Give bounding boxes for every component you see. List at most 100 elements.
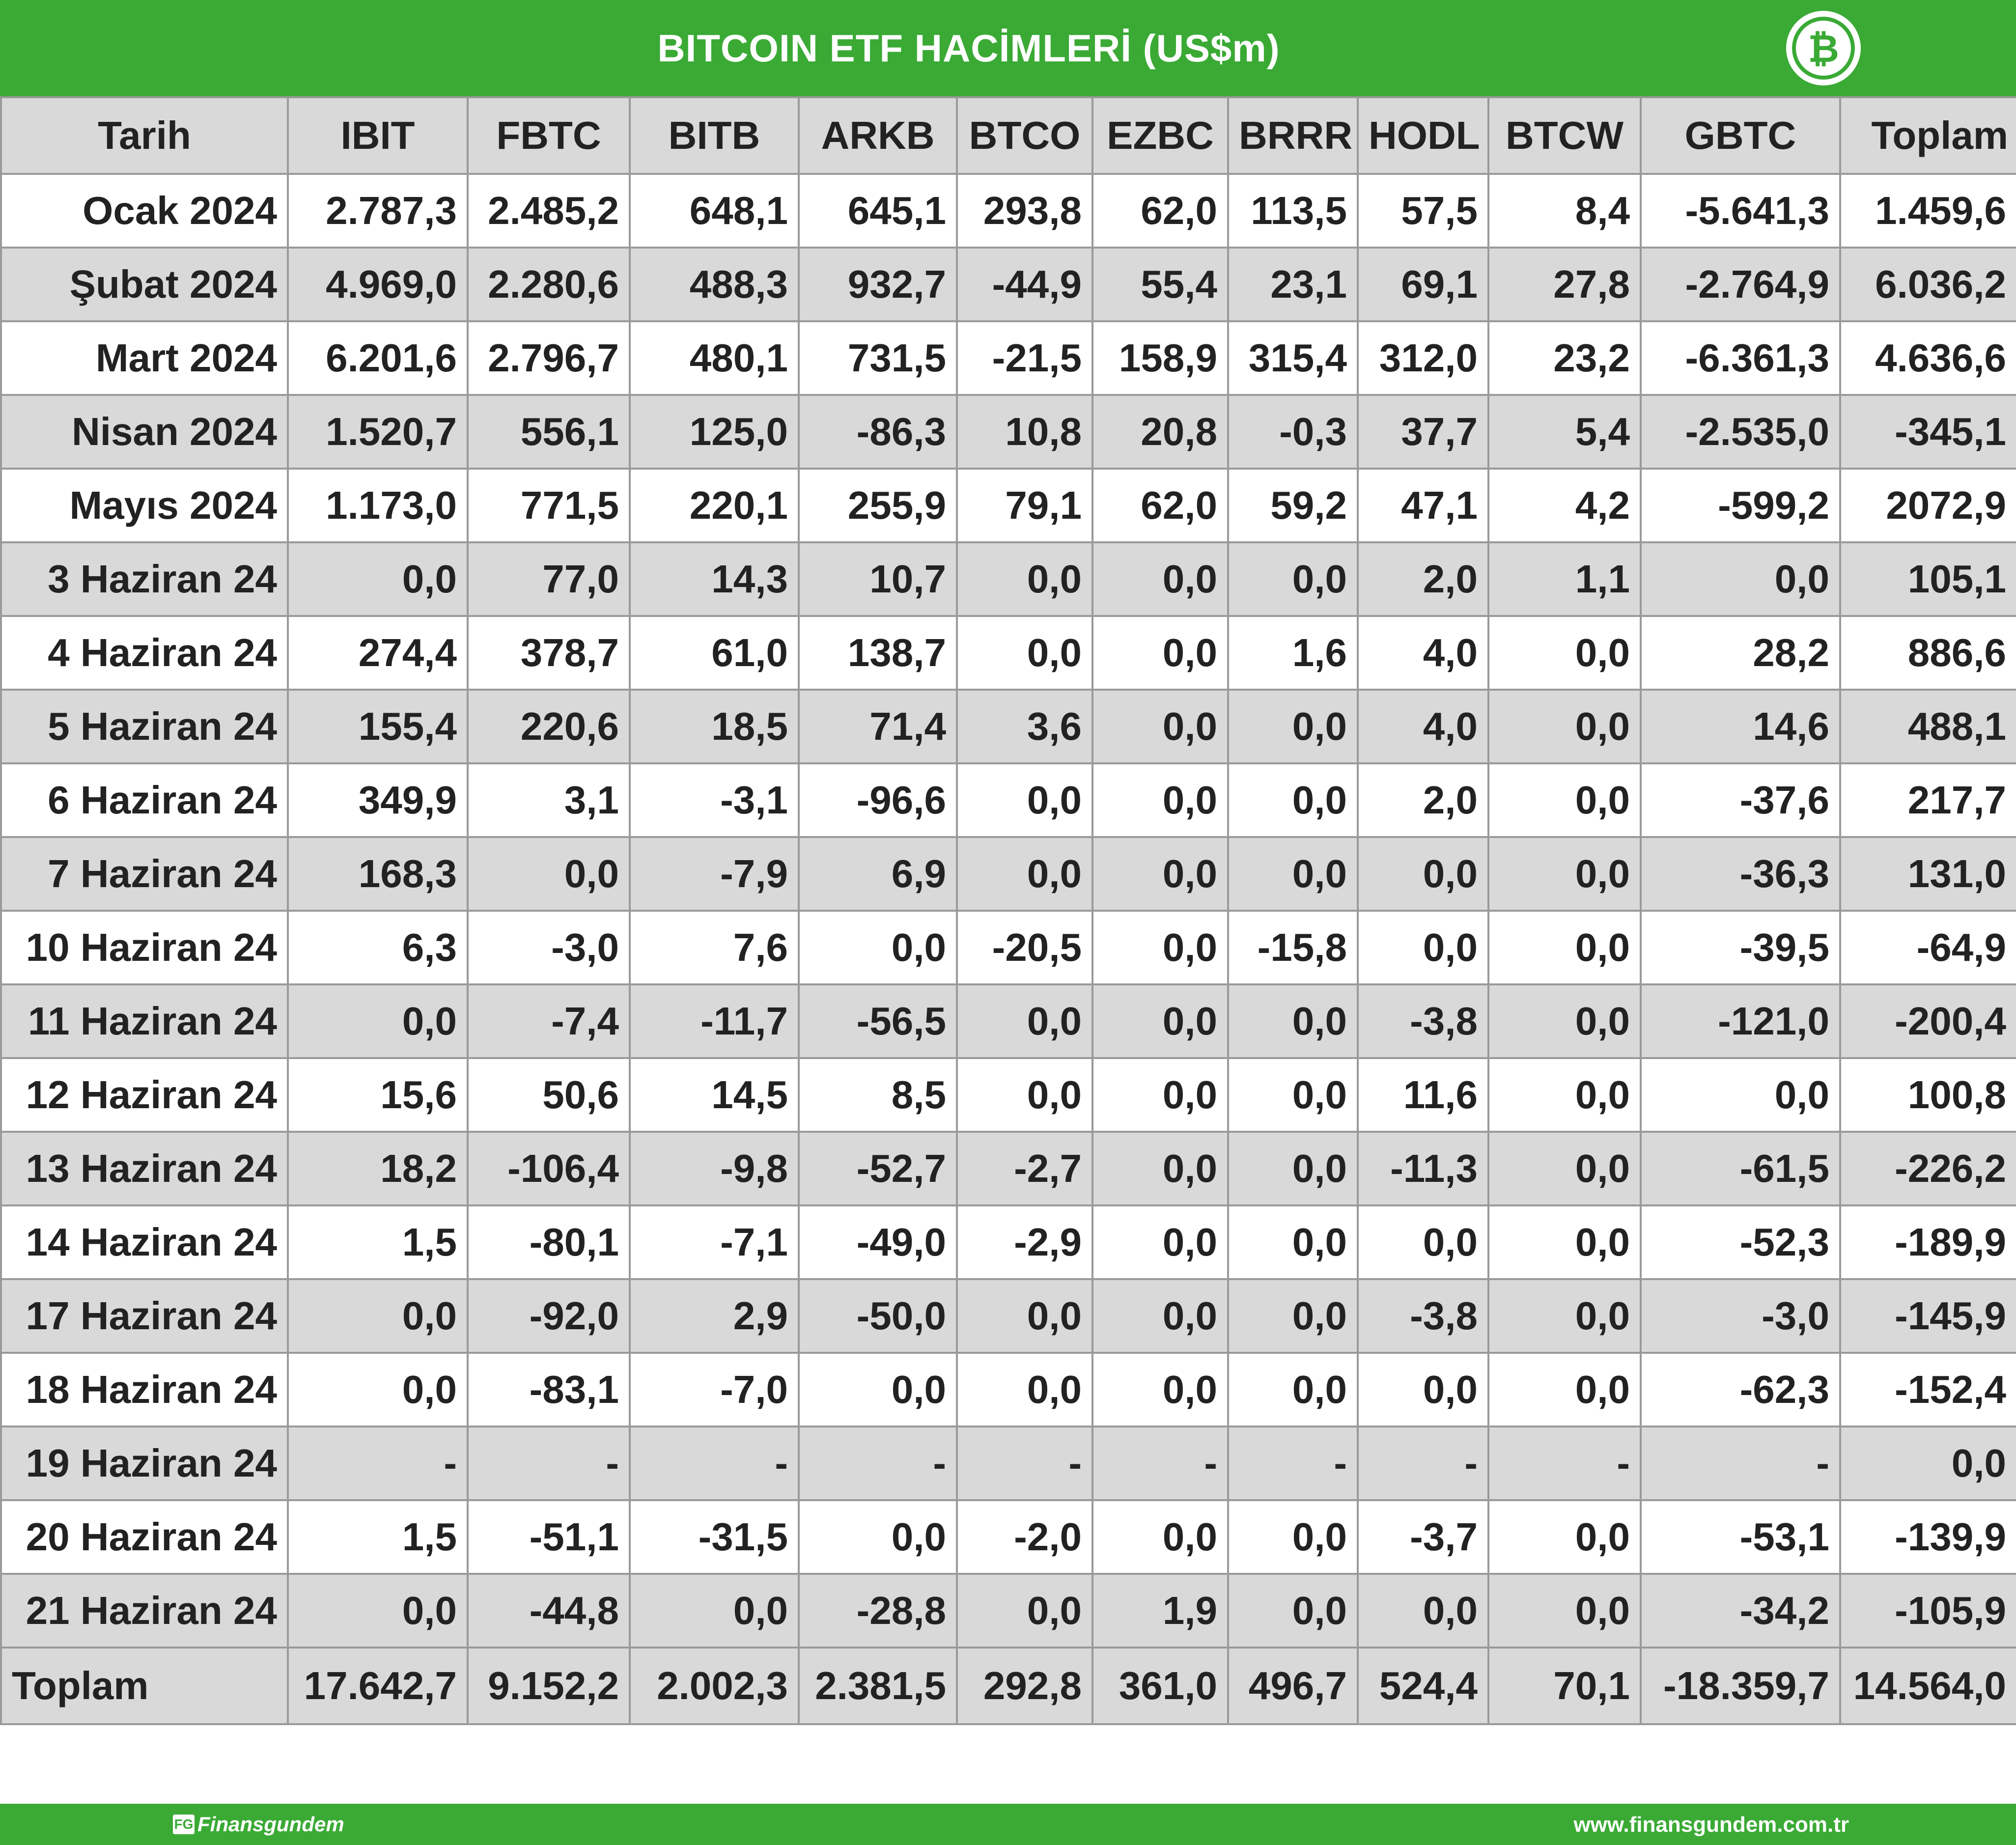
table-cell: 217,7: [1839, 762, 2016, 838]
row-date-cell: 3 Haziran 24: [0, 541, 289, 617]
table-cell: 113,5: [1227, 173, 1359, 249]
table-cell: 0,0: [1640, 1057, 1841, 1133]
table-cell: 10,7: [798, 541, 958, 617]
row-date-cell: 10 Haziran 24: [0, 910, 289, 985]
table-row: 7 Haziran 24 168,3 0,0 -7,9 6,9 0,0 0,0 0,0 0,0 0…: [0, 836, 2016, 912]
table-cell: -96,6: [798, 762, 958, 838]
table-cell: 0,0: [1487, 836, 1642, 912]
table-cell: -105,9: [1839, 1573, 2016, 1649]
table-cell: 0,0: [1487, 1131, 1642, 1206]
table-row: 11 Haziran 24 0,0 -7,4 -11,7 -56,5 0,0 0,0 0,0-…: [0, 983, 2016, 1059]
table-cell: 0,0: [1227, 689, 1359, 764]
table-cell: 71,4: [798, 689, 958, 764]
table-cell: 155,4: [287, 689, 469, 764]
page-title: BITCOIN ETF HACİMLERİ (US$m): [657, 26, 1280, 70]
table-cell: 6,3: [287, 910, 469, 985]
table-cell: 3,1: [467, 762, 631, 838]
total-cell: 361,0: [1092, 1647, 1229, 1725]
table-cell: 0,0: [1487, 1352, 1642, 1427]
table-cell: 0,0: [629, 1573, 800, 1649]
table-cell: 0,0: [1357, 1573, 1489, 1649]
table-row: 4 Haziran 24 274,4 378,7 61,0 138,7 0,0 0,0 1,6…: [0, 615, 2016, 691]
table-cell: 771,5: [467, 468, 631, 543]
table-cell: 10,8: [956, 394, 1093, 470]
table-cell: 0,0: [1092, 1278, 1229, 1354]
table-cell: 61,0: [629, 615, 800, 691]
total-label: Toplam: [0, 1647, 289, 1725]
table-cell: -5.641,3: [1640, 173, 1841, 249]
table-cell: 0,0: [1357, 1204, 1489, 1280]
table-cell: 0,0: [1092, 1131, 1229, 1206]
total-cell: 14.564,0: [1839, 1647, 2016, 1725]
etf-volume-table: Tarih IBIT FBTC BITB ARKB BTCO EZBC BRRR…: [0, 96, 2016, 1725]
total-cell: 17.642,7: [287, 1647, 469, 1725]
table-cell: -3,8: [1357, 1278, 1489, 1354]
table-cell: -34,2: [1640, 1573, 1841, 1649]
table-cell: 0,0: [798, 1352, 958, 1427]
table-cell: 0,0: [798, 910, 958, 985]
table-cell: 2072,9: [1839, 468, 2016, 543]
table-row: 14 Haziran 24 1,5 -80,1 -7,1 -49,0 -2,9 0,0 0,0…: [0, 1204, 2016, 1280]
column-header: BITB: [629, 96, 800, 175]
table-cell: -52,7: [798, 1131, 958, 1206]
table-cell: -599,2: [1640, 468, 1841, 543]
table-cell: 255,9: [798, 468, 958, 543]
table-cell: -0,3: [1227, 394, 1359, 470]
table-cell: 0,0: [1092, 983, 1229, 1059]
footer-bar: FG Finansgundem www.finansgundem.com.tr: [0, 1804, 2016, 1845]
row-date-cell: Ocak 2024: [0, 173, 289, 249]
table-cell: 0,0: [1092, 1352, 1229, 1427]
table-cell: 8,4: [1487, 173, 1642, 249]
table-cell: 0,0: [1227, 1499, 1359, 1575]
table-cell: 645,1: [798, 173, 958, 249]
table-cell: 20,8: [1092, 394, 1229, 470]
table-cell: -: [798, 1426, 958, 1501]
table-cell: -52,3: [1640, 1204, 1841, 1280]
table-cell: 274,4: [287, 615, 469, 691]
table-cell: -: [287, 1426, 469, 1501]
table-cell: 77,0: [467, 541, 631, 617]
table-cell: 59,2: [1227, 468, 1359, 543]
table-cell: -145,9: [1839, 1278, 2016, 1354]
table-cell: 0,0: [956, 1352, 1093, 1427]
title-bar: BITCOIN ETF HACİMLERİ (US$m) ₿: [0, 0, 2016, 96]
table-cell: 62,0: [1092, 468, 1229, 543]
column-header: BTCO: [956, 96, 1093, 175]
table-cell: 168,3: [287, 836, 469, 912]
table-cell: -3,7: [1357, 1499, 1489, 1575]
table-cell: 6.036,2: [1839, 247, 2016, 322]
table-cell: 0,0: [1092, 1057, 1229, 1133]
table-cell: -36,3: [1640, 836, 1841, 912]
table-cell: 1.520,7: [287, 394, 469, 470]
table-cell: 47,1: [1357, 468, 1489, 543]
table-row: 10 Haziran 24 6,3 -3,0 7,6 0,0 -20,5 0,0 -15,8 0…: [0, 910, 2016, 985]
table-cell: 0,0: [467, 836, 631, 912]
table-cell: 0,0: [1487, 910, 1642, 985]
table-cell: -31,5: [629, 1499, 800, 1575]
total-cell: -18.359,7: [1640, 1647, 1841, 1725]
table-cell: -44,8: [467, 1573, 631, 1649]
row-date-cell: 18 Haziran 24: [0, 1352, 289, 1427]
row-date-cell: 7 Haziran 24: [0, 836, 289, 912]
table-cell: -226,2: [1839, 1131, 2016, 1206]
table-cell: 1.173,0: [287, 468, 469, 543]
table-cell: 0,0: [1227, 541, 1359, 617]
table-cell: 220,1: [629, 468, 800, 543]
table-cell: -2,9: [956, 1204, 1093, 1280]
table-cell: 0,0: [1227, 762, 1359, 838]
brand-name: Finansgundem: [197, 1813, 344, 1836]
table-cell: 23,2: [1487, 320, 1642, 396]
table-cell: -9,8: [629, 1131, 800, 1206]
total-cell: 2.002,3: [629, 1647, 800, 1725]
table-row: 21 Haziran 24 0,0 -44,8 0,0 -28,8 0,0 1,9 0,0 0,…: [0, 1573, 2016, 1649]
table-cell: -: [1640, 1426, 1841, 1501]
table-cell: 4.969,0: [287, 247, 469, 322]
table-cell: -345,1: [1839, 394, 2016, 470]
table-cell: 0,0: [1227, 1573, 1359, 1649]
column-header: BTCW: [1487, 96, 1642, 175]
table-cell: -2.764,9: [1640, 247, 1841, 322]
table-cell: 731,5: [798, 320, 958, 396]
table-cell: 0,0: [287, 1352, 469, 1427]
table-cell: 0,0: [956, 1573, 1093, 1649]
table-cell: 0,0: [1227, 1131, 1359, 1206]
